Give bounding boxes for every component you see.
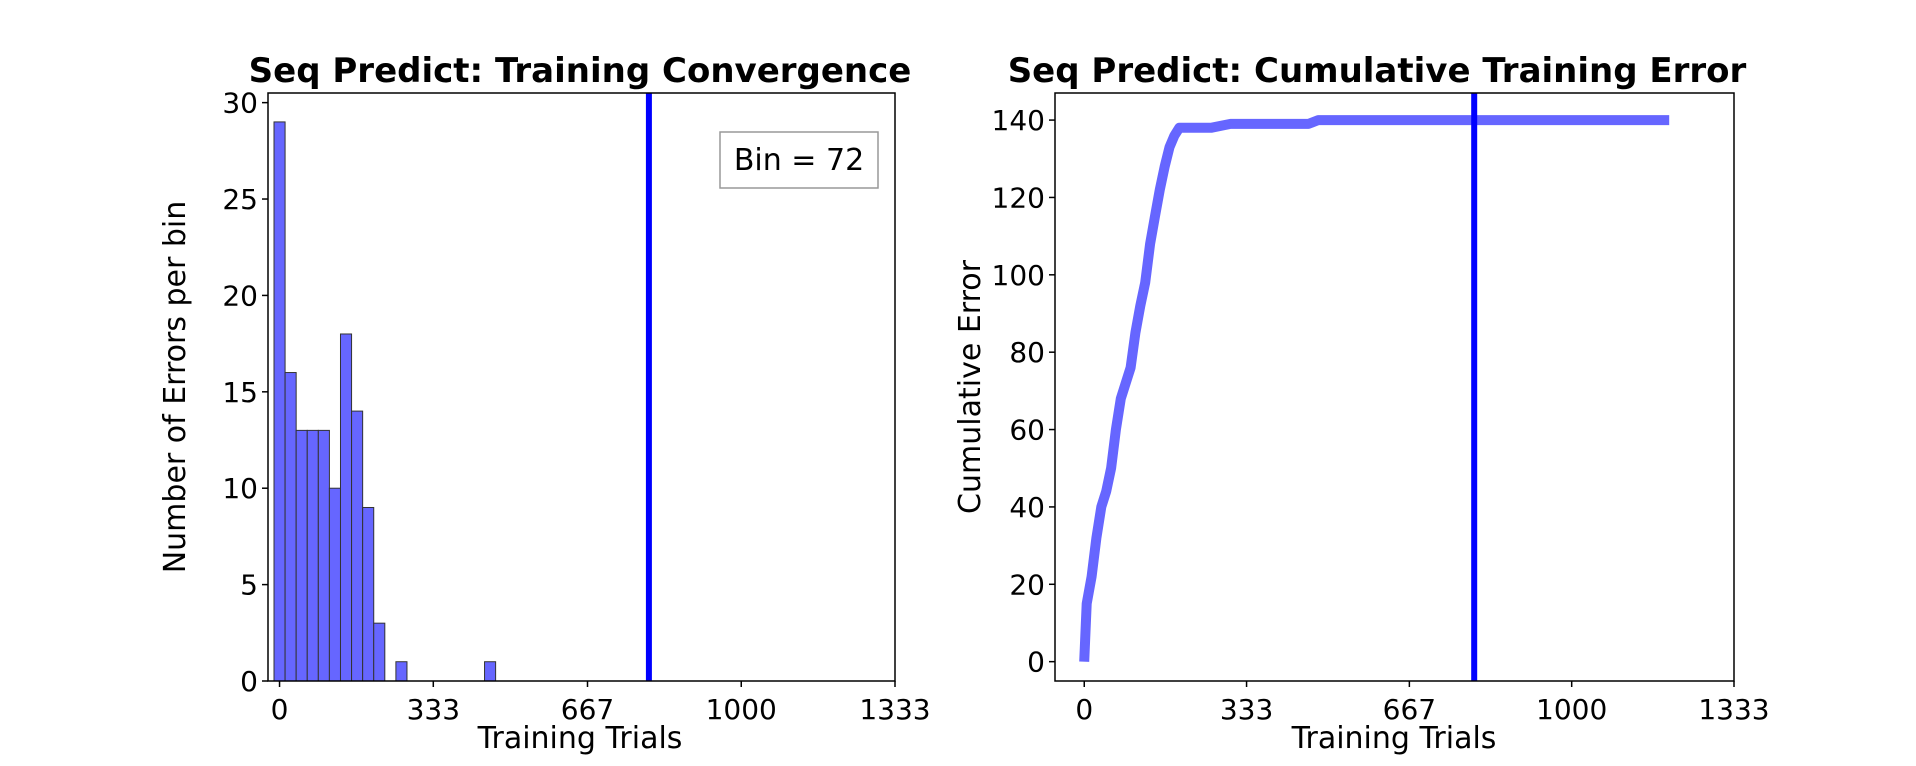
cumulative-error-series: [1079, 115, 1670, 662]
y-tick-labels: 0 20 40 60 80 100 120 140: [992, 104, 1055, 679]
annotation-text: Bin = 72: [734, 143, 864, 178]
histogram-bar: [317, 429, 330, 682]
chart-title: Seq Predict: Cumulative Training Error: [1008, 51, 1747, 91]
convergence-histogram: Seq Predict: Training Convergence 0 5 10 15…: [158, 51, 931, 756]
x-tick-labels: 0 333 667 1000 1333: [271, 681, 931, 726]
y-tick-label: 15: [222, 376, 258, 409]
x-axis-label: Training Trials: [1291, 721, 1497, 756]
histogram-bar: [295, 429, 308, 682]
y-tick-label: 20: [1009, 568, 1045, 601]
histogram-bar: [306, 429, 319, 682]
plot-frame: [1054, 92, 1735, 682]
histogram-bar: [395, 661, 408, 682]
y-tick-label: 30: [222, 87, 258, 120]
y-tick-label: 140: [992, 104, 1045, 137]
x-tick-label: 1000: [1536, 693, 1607, 726]
x-tick-label: 1333: [1698, 693, 1769, 726]
cumulative-error-line: [1079, 115, 1670, 662]
histogram-bar: [351, 410, 364, 682]
histogram-bar: [373, 622, 386, 682]
histogram-bars: [273, 121, 497, 682]
y-tick-label: 0: [1027, 646, 1045, 679]
y-tick-label: 60: [1009, 414, 1045, 447]
y-tick-label: 10: [222, 472, 258, 505]
plot-frame: [267, 92, 896, 682]
y-tick-label: 80: [1009, 336, 1045, 369]
histogram-bar: [362, 506, 375, 682]
x-axis-label: Training Trials: [477, 721, 683, 756]
y-tick-label: 0: [240, 665, 258, 698]
annotation-frame: [719, 131, 879, 189]
y-tick-labels: 0 5 10 15 20 25 30: [222, 87, 268, 698]
x-tick-label: 333: [407, 693, 460, 726]
x-tick-label: 333: [1220, 693, 1273, 726]
cumulative-error-plot: Seq Predict: Cumulative Training Error 0…: [953, 51, 1770, 756]
y-tick-label: 20: [222, 279, 258, 312]
y-tick-label: 100: [992, 259, 1045, 292]
histogram-bar: [273, 121, 286, 682]
y-tick-label: 25: [222, 183, 258, 216]
x-tick-label: 0: [1075, 693, 1093, 726]
annotation-box: Bin = 72: [719, 131, 879, 189]
x-tick-label: 1333: [859, 693, 930, 726]
histogram-bar: [339, 333, 353, 682]
histogram-bar: [484, 661, 497, 682]
histogram-bar: [328, 487, 341, 682]
x-tick-label: 0: [271, 693, 289, 726]
x-tick-labels: 0 333 667 1000 1333: [1075, 681, 1770, 726]
x-tick-label: 667: [1383, 693, 1436, 726]
histogram-bar: [284, 372, 297, 682]
y-axis-label: Number of Errors per bin: [158, 201, 193, 574]
y-tick-label: 40: [1009, 491, 1045, 524]
y-axis-label: Cumulative Error: [953, 259, 988, 514]
x-tick-label: 1000: [706, 693, 777, 726]
y-tick-label: 5: [240, 569, 258, 602]
y-tick-label: 120: [992, 181, 1045, 214]
x-tick-label: 667: [561, 693, 614, 726]
chart-title: Seq Predict: Training Convergence: [249, 51, 912, 91]
